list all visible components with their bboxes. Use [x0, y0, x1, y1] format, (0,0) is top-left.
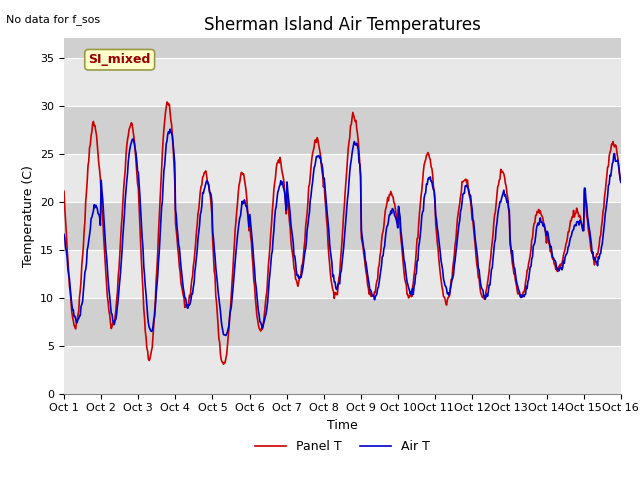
- Air T: [70, 313, 78, 319]
- Panel T: [185, 299, 193, 305]
- Air T: [412, 272, 419, 277]
- Bar: [64, 154, 621, 202]
- Panel T: [214, 323, 222, 329]
- Air T: [222, 333, 230, 338]
- Text: No data for f_sos: No data for f_sos: [6, 14, 100, 25]
- Y-axis label: Temperature (C): Temperature (C): [22, 165, 35, 267]
- Air T: [617, 180, 625, 185]
- Bar: [64, 202, 621, 250]
- Air T: [428, 179, 436, 184]
- Air T: [60, 231, 68, 237]
- Line: Air T: Air T: [64, 129, 621, 336]
- Bar: [64, 106, 621, 154]
- Bar: [64, 298, 621, 346]
- Line: Panel T: Panel T: [64, 102, 621, 364]
- Air T: [127, 140, 135, 145]
- Air T: [185, 302, 193, 308]
- Panel T: [127, 120, 135, 126]
- Bar: [64, 58, 621, 106]
- Air T: [214, 288, 222, 294]
- Panel T: [163, 99, 171, 105]
- Title: Sherman Island Air Temperatures: Sherman Island Air Temperatures: [204, 16, 481, 34]
- Air T: [166, 126, 174, 132]
- Legend: Panel T, Air T: Panel T, Air T: [250, 435, 435, 458]
- Panel T: [60, 188, 68, 194]
- Bar: [64, 250, 621, 298]
- Panel T: [428, 166, 436, 171]
- Panel T: [70, 323, 78, 328]
- Panel T: [220, 361, 227, 367]
- Panel T: [412, 258, 419, 264]
- Text: SI_mixed: SI_mixed: [88, 53, 151, 66]
- Panel T: [617, 178, 625, 184]
- X-axis label: Time: Time: [327, 419, 358, 432]
- Bar: [64, 346, 621, 394]
